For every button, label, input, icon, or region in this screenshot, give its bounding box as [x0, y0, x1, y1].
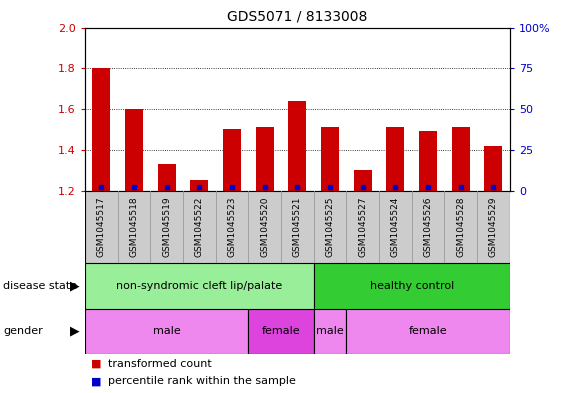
Text: disease state: disease state: [3, 281, 77, 291]
Bar: [419, 132, 437, 191]
Text: GSM1045523: GSM1045523: [227, 196, 237, 257]
Text: ■: ■: [91, 358, 101, 369]
Bar: [346, 309, 510, 354]
Text: non-syndromic cleft lip/palate: non-syndromic cleft lip/palate: [116, 281, 282, 291]
Text: GSM1045518: GSM1045518: [130, 196, 138, 257]
Bar: [354, 170, 372, 191]
Text: GSM1045521: GSM1045521: [293, 196, 302, 257]
Bar: [314, 263, 510, 309]
Text: GSM1045520: GSM1045520: [260, 196, 269, 257]
Bar: [93, 68, 110, 191]
Bar: [485, 146, 502, 191]
Bar: [314, 309, 346, 354]
Bar: [85, 263, 314, 309]
Bar: [223, 129, 241, 191]
Text: GSM1045527: GSM1045527: [358, 196, 367, 257]
Text: GSM1045524: GSM1045524: [391, 196, 400, 257]
Text: ▶: ▶: [70, 279, 80, 292]
Bar: [386, 127, 404, 191]
Text: ■: ■: [91, 376, 101, 386]
Bar: [288, 101, 306, 191]
Bar: [255, 127, 274, 191]
Text: gender: gender: [3, 326, 43, 336]
Text: GSM1045529: GSM1045529: [489, 196, 498, 257]
Text: GSM1045528: GSM1045528: [456, 196, 465, 257]
Bar: [190, 180, 209, 191]
Text: transformed count: transformed count: [108, 358, 212, 369]
Bar: [85, 309, 248, 354]
Text: GSM1045519: GSM1045519: [162, 196, 171, 257]
Text: female: female: [409, 326, 448, 336]
Bar: [321, 127, 339, 191]
Text: GSM1045517: GSM1045517: [97, 196, 106, 257]
Text: male: male: [153, 326, 180, 336]
Bar: [125, 109, 143, 191]
Text: female: female: [262, 326, 301, 336]
Text: ▶: ▶: [70, 325, 80, 338]
Text: GSM1045525: GSM1045525: [326, 196, 335, 257]
Bar: [248, 309, 314, 354]
Bar: [158, 164, 176, 191]
Bar: [452, 127, 470, 191]
Text: male: male: [316, 326, 344, 336]
Title: GDS5071 / 8133008: GDS5071 / 8133008: [227, 9, 367, 24]
Text: GSM1045522: GSM1045522: [195, 196, 204, 257]
Text: percentile rank within the sample: percentile rank within the sample: [108, 376, 297, 386]
Text: GSM1045526: GSM1045526: [424, 196, 432, 257]
Text: healthy control: healthy control: [370, 281, 454, 291]
